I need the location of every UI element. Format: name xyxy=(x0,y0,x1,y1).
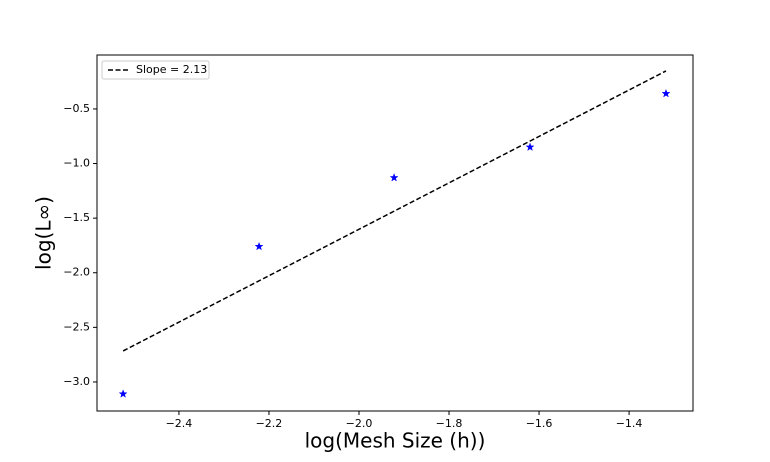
plot-frame xyxy=(96,54,694,412)
x-tick-label: −1.8 xyxy=(436,417,463,430)
x-tick-label: −2.4 xyxy=(166,417,193,430)
y-tick-label: −3.0 xyxy=(63,375,90,388)
data-point xyxy=(389,172,399,182)
data-point xyxy=(254,241,264,251)
x-tick-label: −1.6 xyxy=(526,417,553,430)
y-axis-label: log(L∞) xyxy=(32,196,56,270)
y-tick-label: −2.0 xyxy=(63,266,90,279)
x-tick-label: −2.0 xyxy=(346,417,373,430)
data-point xyxy=(661,88,671,98)
x-axis-label: log(Mesh Size (h)) xyxy=(305,429,486,453)
legend-label: Slope = 2.13 xyxy=(136,63,207,76)
y-tick-label: −0.5 xyxy=(63,102,90,115)
legend-box xyxy=(101,60,210,80)
data-point xyxy=(118,389,128,398)
fit-line xyxy=(122,70,667,352)
data-point xyxy=(525,142,535,152)
x-tick-label: −1.4 xyxy=(616,417,643,430)
x-tick-label: −2.2 xyxy=(256,417,283,430)
y-tick-label: −1.0 xyxy=(63,157,90,170)
y-tick-label: −1.5 xyxy=(63,211,90,224)
y-tick-label: −2.5 xyxy=(63,320,90,333)
